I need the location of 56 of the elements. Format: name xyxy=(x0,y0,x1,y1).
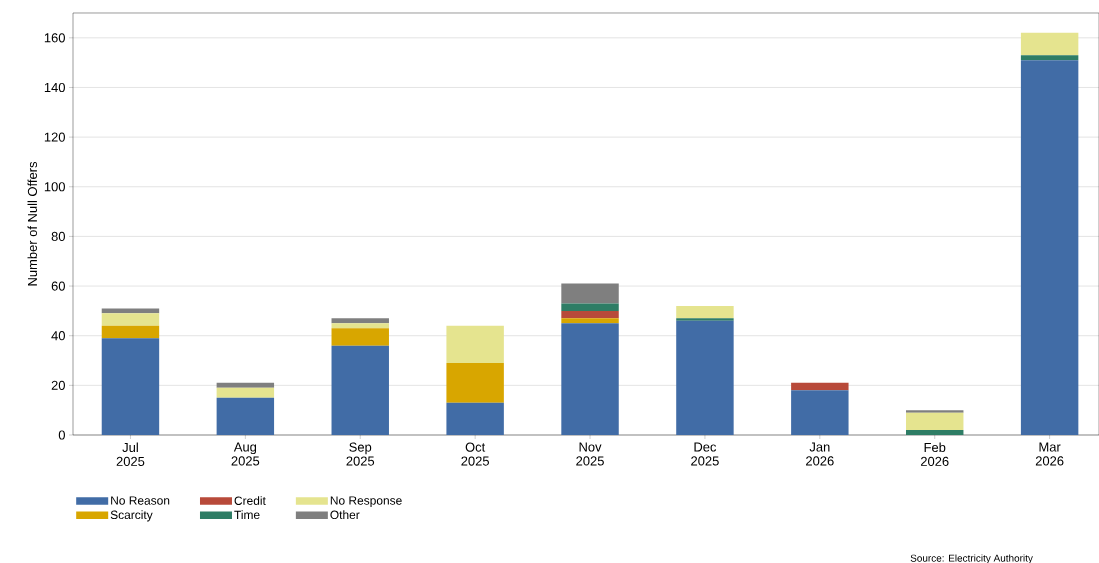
bar xyxy=(676,305,734,319)
x-tick-label: Jan 2026 xyxy=(806,442,834,466)
bar xyxy=(331,318,389,324)
x-tick-label: Oct 2025 xyxy=(461,442,489,466)
y-tick-label: 20 xyxy=(51,380,65,390)
x-tick-label: Nov 2025 xyxy=(576,442,604,466)
bar xyxy=(331,328,389,346)
y-tick-label: 120 xyxy=(44,132,65,142)
bar xyxy=(561,283,619,304)
x-tick-label: Jul 2025 xyxy=(116,442,145,466)
bar xyxy=(561,318,619,324)
x-tick-label: Mar 2026 xyxy=(1035,442,1064,466)
x-tick-label: Aug 2025 xyxy=(231,442,260,466)
legend-label: Other xyxy=(330,510,360,520)
legend-label: Time xyxy=(234,510,260,520)
bar xyxy=(561,310,619,319)
bar xyxy=(791,382,849,391)
bar xyxy=(1020,55,1079,61)
legend-label: Credit xyxy=(234,496,266,505)
bar xyxy=(561,303,619,311)
y-tick-label: 0 xyxy=(58,430,65,440)
bar xyxy=(331,345,389,435)
x-tick-label: Feb 2026 xyxy=(920,442,949,466)
bar xyxy=(216,382,275,388)
y-axis-title: Number of Null Offers xyxy=(27,161,38,286)
legend-label: Scarcity xyxy=(110,510,153,522)
source-note: Source: Electricity Authority xyxy=(910,554,1033,563)
bar xyxy=(561,323,619,435)
bar xyxy=(216,397,275,435)
bar xyxy=(791,390,849,435)
legend-label: No Response xyxy=(330,496,402,508)
legend-label: No Reason xyxy=(111,496,170,505)
bar xyxy=(101,308,160,314)
bar xyxy=(101,313,160,326)
bar xyxy=(906,412,964,431)
bar xyxy=(906,430,964,435)
y-tick-label: 160 xyxy=(44,33,65,43)
bar xyxy=(216,387,275,398)
y-tick-label: 60 xyxy=(51,281,65,291)
bar xyxy=(331,323,389,329)
bar xyxy=(101,325,160,339)
y-tick-label: 100 xyxy=(44,182,65,192)
x-tick-label: Sep 2025 xyxy=(346,442,375,466)
bar xyxy=(676,318,734,321)
bar xyxy=(676,320,734,435)
bar xyxy=(1020,32,1079,56)
bar xyxy=(101,338,160,435)
y-tick-label: 80 xyxy=(51,231,65,241)
bar xyxy=(446,363,504,403)
y-tick-label: 140 xyxy=(44,82,65,93)
x-tick-label: Dec 2025 xyxy=(691,442,719,466)
bar xyxy=(906,410,964,413)
bar xyxy=(446,402,504,435)
bar xyxy=(1020,60,1079,435)
bar xyxy=(446,325,504,364)
y-tick-label: 40 xyxy=(51,331,65,341)
